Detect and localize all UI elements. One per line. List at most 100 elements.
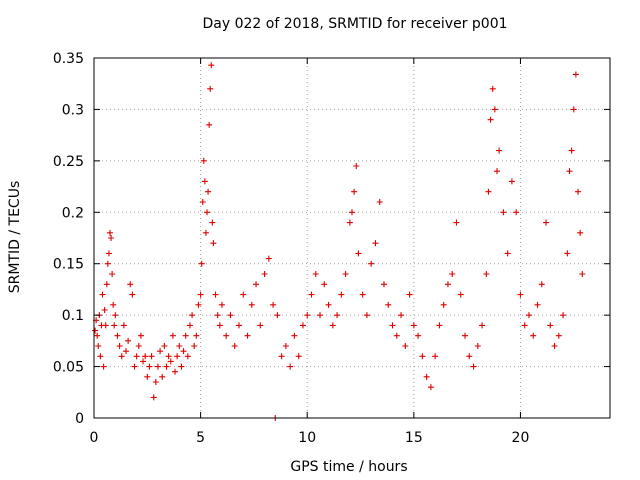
data-point (349, 209, 355, 216)
data-point (363, 312, 370, 319)
data-point (129, 291, 136, 298)
data-point (406, 291, 413, 298)
data-point (218, 301, 225, 308)
data-point (120, 322, 127, 329)
data-point (432, 353, 439, 360)
data-point (500, 209, 507, 216)
data-point (338, 291, 345, 298)
data-point (189, 312, 196, 319)
y-tick-label: 0.2 (62, 205, 84, 221)
data-point (570, 106, 577, 113)
y-tick-label: 0.1 (62, 308, 84, 324)
data-point (137, 332, 144, 339)
data-point (112, 312, 119, 319)
data-point (205, 188, 212, 195)
data-point (547, 322, 554, 329)
data-point (235, 322, 242, 329)
data-point (487, 116, 494, 123)
data-point (572, 71, 579, 78)
data-point (577, 229, 584, 236)
data-point (152, 379, 159, 385)
data-point (261, 271, 268, 277)
data-point (198, 260, 205, 267)
x-tick-label: 0 (90, 430, 99, 446)
data-point (321, 281, 328, 288)
y-tick-label: 0 (75, 411, 84, 427)
data-point (200, 157, 207, 164)
data-point (543, 219, 550, 226)
data-point (97, 353, 104, 360)
data-point (282, 343, 289, 349)
data-point (312, 271, 319, 277)
x-axis-label: GPS time / hours (290, 459, 407, 475)
data-point (248, 301, 255, 308)
chart-title: Day 022 of 2018, SRMTID for receiver p00… (202, 16, 507, 32)
data-point (493, 168, 500, 175)
data-point (176, 343, 183, 349)
data-point (410, 322, 417, 329)
data-point (355, 250, 362, 257)
data-point (485, 188, 492, 195)
data-point (346, 219, 353, 226)
data-point (525, 312, 532, 319)
data-point (398, 312, 405, 319)
data-point (118, 353, 125, 360)
data-point (210, 240, 217, 247)
data-point (299, 322, 306, 329)
data-point (496, 147, 503, 154)
x-tick-label: 5 (196, 430, 205, 446)
data-point (579, 271, 586, 277)
data-point (182, 332, 189, 339)
data-point (104, 260, 111, 267)
plot-frame (93, 57, 611, 419)
data-layer (92, 62, 586, 421)
data-point (142, 353, 149, 360)
data-point (206, 121, 213, 128)
data-point (227, 312, 234, 319)
data-point (111, 322, 118, 329)
data-point (180, 348, 187, 355)
data-point (489, 85, 496, 92)
data-point (534, 301, 541, 308)
data-point (466, 353, 473, 360)
data-point (223, 332, 230, 339)
data-point (530, 332, 537, 339)
grid-layer (94, 58, 610, 418)
data-point (359, 291, 366, 298)
data-point (178, 363, 185, 370)
data-point (110, 301, 117, 308)
data-point (122, 348, 129, 355)
data-point (334, 312, 341, 319)
data-point (240, 291, 247, 298)
x-tick-label: 20 (512, 430, 530, 446)
y-tick-label: 0.15 (53, 257, 84, 273)
data-point (265, 255, 272, 262)
data-point (440, 301, 447, 308)
data-point (100, 363, 107, 370)
data-point (106, 229, 113, 236)
data-point (453, 219, 460, 226)
data-point (474, 343, 481, 349)
data-point (419, 353, 426, 360)
data-point (108, 235, 115, 241)
y-tick-label: 0.3 (62, 102, 84, 118)
data-point (329, 322, 336, 329)
data-point (538, 281, 545, 288)
data-point (94, 332, 101, 339)
data-point (427, 384, 434, 391)
data-point (389, 322, 396, 329)
data-point (568, 147, 575, 154)
data-point (295, 353, 302, 360)
data-point (508, 178, 515, 185)
data-point (304, 312, 311, 319)
data-point (444, 281, 451, 288)
data-point (385, 301, 392, 308)
data-point (457, 291, 464, 298)
data-point (165, 353, 172, 360)
data-point (150, 394, 157, 401)
data-point (209, 219, 216, 226)
data-point (216, 322, 223, 329)
data-point (131, 363, 138, 370)
data-point (116, 343, 123, 349)
